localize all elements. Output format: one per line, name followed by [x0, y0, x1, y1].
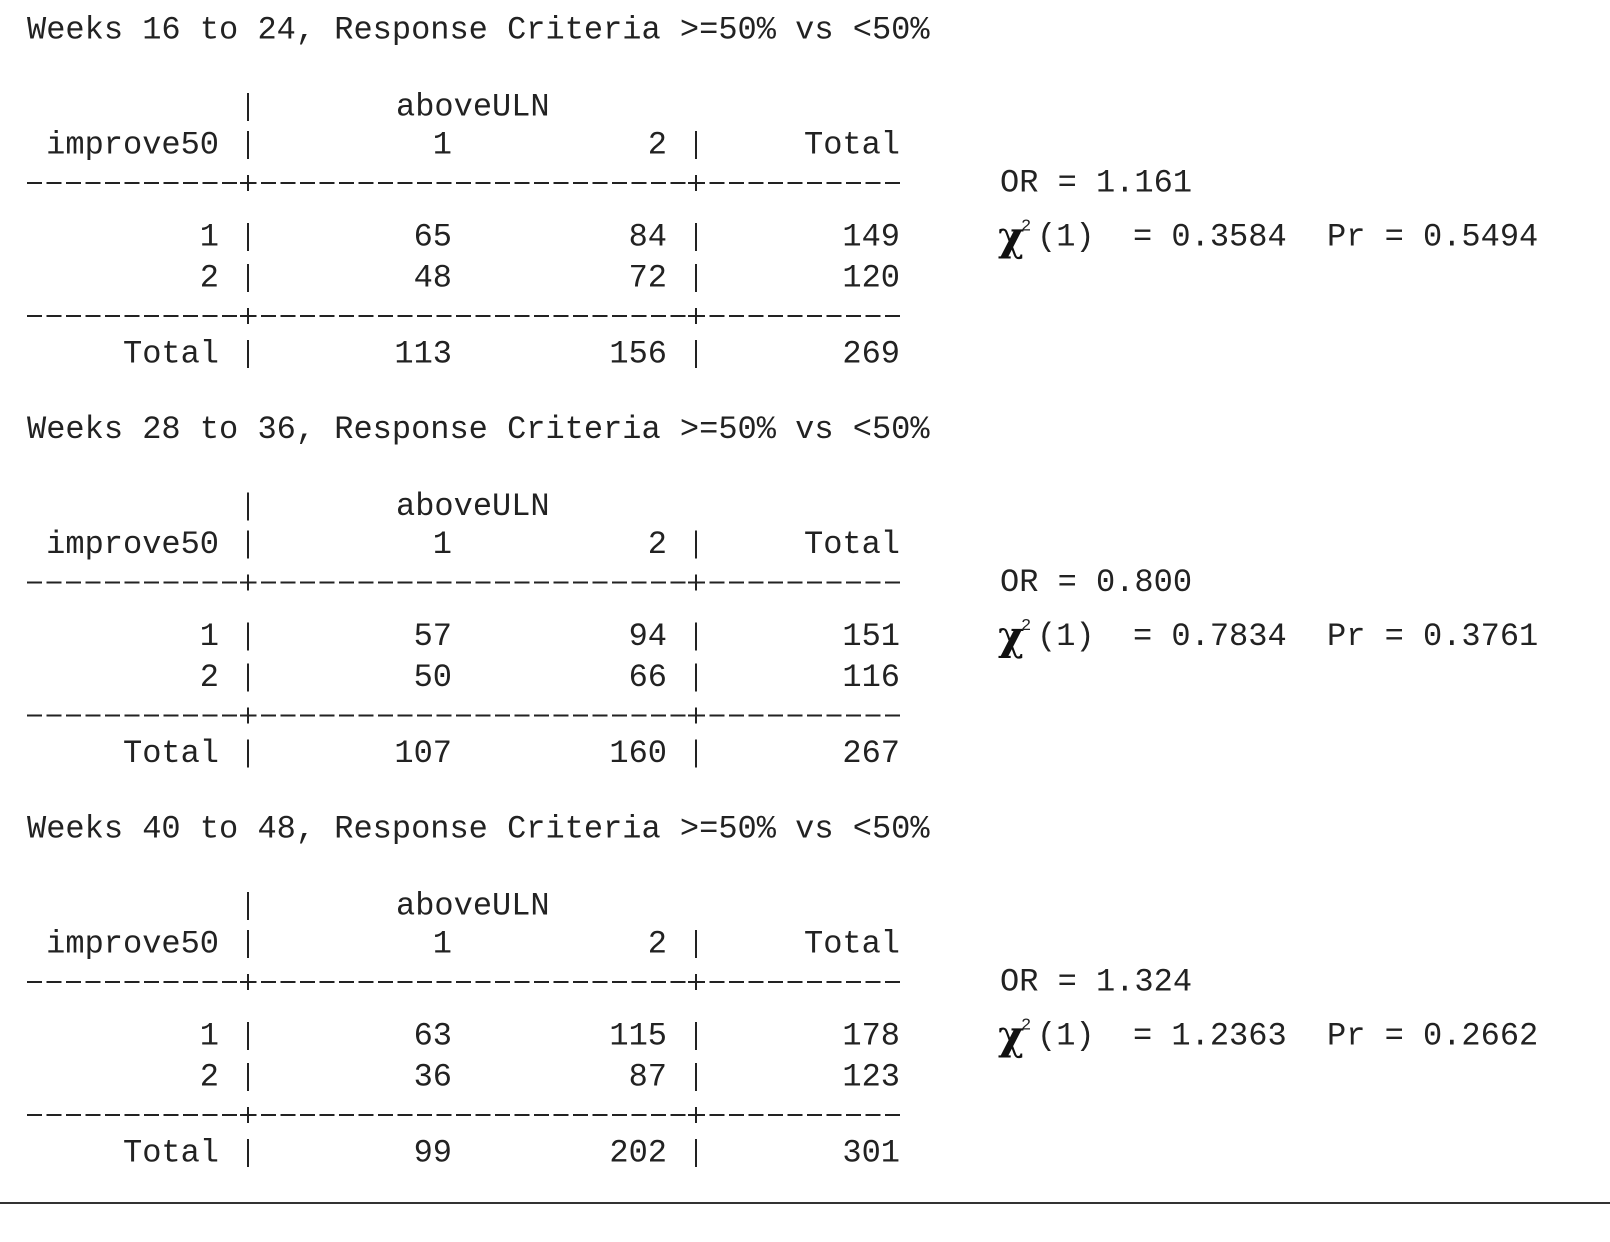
row-label: 1: [200, 218, 219, 255]
column-header: 1: [433, 925, 452, 962]
cell: 66: [629, 659, 667, 696]
cell: 156: [609, 335, 667, 372]
row-label: 2: [200, 659, 219, 696]
cell: 202: [609, 1134, 667, 1171]
column-header: Total: [804, 925, 900, 962]
row-variable: improve50: [46, 126, 219, 163]
odds-ratio: OR = 0.800: [1000, 564, 1192, 601]
row-label: 2: [200, 259, 219, 296]
chi2-superscript: 2: [1021, 1016, 1031, 1035]
chi2-symbol: χ: [998, 1012, 1024, 1059]
row-label: Total: [123, 335, 219, 372]
p-value: Pr = 0.3761: [1327, 618, 1538, 655]
odds-ratio: OR = 1.324: [1000, 963, 1192, 1000]
section-title: Weeks 28 to 36, Response Criteria >=50% …: [27, 411, 930, 448]
column-variable: aboveULN: [396, 88, 550, 125]
row-label: 2: [200, 1058, 219, 1095]
chi2-superscript: 2: [1021, 617, 1031, 636]
column-header: 1: [433, 126, 452, 163]
column-header: Total: [804, 126, 900, 163]
row-label: Total: [123, 735, 219, 772]
cell: 269: [842, 335, 900, 372]
chi2-statistic: (1) = 0.7834: [1037, 618, 1287, 655]
row-variable: improve50: [46, 925, 219, 962]
cell: 151: [842, 618, 900, 655]
cell: 115: [609, 1017, 667, 1054]
cell: 113: [394, 335, 452, 372]
cell: 84: [629, 218, 667, 255]
cell: 63: [414, 1017, 452, 1054]
cell: 36: [414, 1058, 452, 1095]
column-header: 2: [648, 126, 667, 163]
column-header: 1: [433, 526, 452, 563]
cell: 57: [414, 618, 452, 655]
column-variable: aboveULN: [396, 887, 550, 924]
cell: 65: [414, 218, 452, 255]
row-label: 1: [200, 1017, 219, 1054]
p-value: Pr = 0.5494: [1327, 218, 1538, 255]
cell: 267: [842, 735, 900, 772]
column-header: 2: [648, 925, 667, 962]
odds-ratio: OR = 1.161: [1000, 164, 1192, 201]
row-variable: improve50: [46, 526, 219, 563]
cell: 149: [842, 218, 900, 255]
cell: 160: [609, 735, 667, 772]
column-header: 2: [648, 526, 667, 563]
column-variable: aboveULN: [396, 488, 550, 525]
section-title: Weeks 16 to 24, Response Criteria >=50% …: [27, 11, 930, 48]
cell: 94: [629, 618, 667, 655]
section-title: Weeks 40 to 48, Response Criteria >=50% …: [27, 810, 930, 847]
chi2-superscript: 2: [1021, 217, 1031, 236]
p-value: Pr = 0.2662: [1327, 1017, 1538, 1054]
cell: 50: [414, 659, 452, 696]
cell: 107: [394, 735, 452, 772]
cell: 72: [629, 259, 667, 296]
cell: 120: [842, 259, 900, 296]
cell: 87: [629, 1058, 667, 1095]
chi2-symbol: χ: [998, 613, 1024, 660]
chi2-statistic: (1) = 1.2363: [1037, 1017, 1287, 1054]
chi2-statistic: (1) = 0.3584: [1037, 218, 1287, 255]
cell: 178: [842, 1017, 900, 1054]
cell: 48: [414, 259, 452, 296]
cell: 123: [842, 1058, 900, 1095]
row-label: 1: [200, 618, 219, 655]
row-label: Total: [123, 1134, 219, 1171]
chi2-symbol: χ: [998, 213, 1024, 260]
cell: 301: [842, 1134, 900, 1171]
cell: 116: [842, 659, 900, 696]
cell: 99: [414, 1134, 452, 1171]
column-header: Total: [804, 526, 900, 563]
